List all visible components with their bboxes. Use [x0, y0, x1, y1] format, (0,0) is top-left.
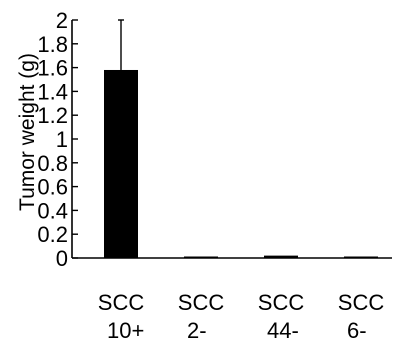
bar: [344, 256, 378, 258]
y-tick-label: 0.8: [37, 151, 68, 176]
y-tick-label: 1: [56, 127, 68, 152]
x-category-label-line2: 44-: [267, 318, 299, 343]
y-tick-label: 0: [56, 246, 68, 271]
x-category-label-line1: SCC: [178, 290, 225, 315]
x-category-label-line1: SCC: [98, 290, 145, 315]
x-category-label-line2: 6-: [347, 318, 367, 343]
y-tick-label: 0.4: [37, 198, 68, 223]
bar: [104, 69, 138, 258]
bars-group: [104, 19, 378, 258]
y-axis-title: Tumor weight (g): [16, 53, 39, 211]
bar: [264, 255, 298, 258]
x-category-label-line2: 2-: [187, 318, 207, 343]
x-category-label-line1: SCC: [338, 290, 385, 315]
y-axis-ticks: 00.20.40.60.811.21.41.61.82: [37, 8, 78, 271]
x-axis-labels: SCC 10+ SCC 2- SCC 44- SCC 6-: [98, 290, 385, 343]
y-tick-label: 1.6: [37, 56, 68, 81]
y-tick-label: 1.4: [37, 79, 68, 104]
bar: [184, 256, 218, 258]
y-tick-label: 1.8: [37, 32, 68, 57]
x-category-label-line2: 10+: [107, 318, 144, 343]
y-tick-label: 0.6: [37, 175, 68, 200]
x-category-label-line1: SCC: [258, 290, 305, 315]
y-tick-label: 0.2: [37, 222, 68, 247]
y-tick-label: 2: [56, 8, 68, 33]
y-tick-label: 1.2: [37, 103, 68, 128]
